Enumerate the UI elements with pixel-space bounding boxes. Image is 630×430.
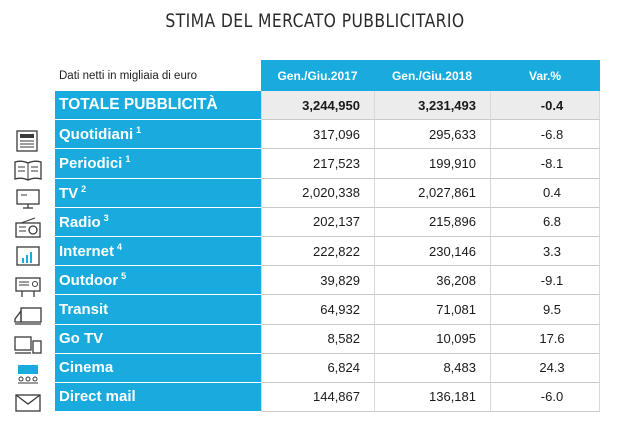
- total-row: TOTALE PUBBLICITÀ 3,244,950 3,231,493 -0…: [55, 91, 600, 121]
- media-name: Periodici: [59, 155, 123, 173]
- value-2017: 64,932: [261, 295, 374, 325]
- value-2017: 202,137: [261, 207, 374, 237]
- footnote-marker: 1: [136, 125, 142, 136]
- row-label: Radio 3: [55, 207, 261, 237]
- table-row: Direct mail 144,867 136,181 -6.0: [55, 382, 600, 413]
- value-2017: 144,867: [261, 382, 374, 413]
- tv-icon: [8, 184, 48, 213]
- magazine-icon: [8, 155, 48, 184]
- value-2018: 295,633: [374, 120, 490, 150]
- variation-percent: 6.8: [490, 207, 600, 237]
- column-header: Gen./Giu.2017: [261, 60, 374, 91]
- value-2018: 136,181: [374, 382, 490, 413]
- table-row: Radio 3 202,137 215,896 6.8: [55, 207, 600, 237]
- value-2018: 8,483: [374, 353, 490, 383]
- row-label: Direct mail: [55, 382, 261, 413]
- value-2018: 230,146: [374, 236, 490, 267]
- media-name: Radio: [59, 213, 101, 231]
- row-label: Transit: [55, 295, 261, 325]
- media-name: Direct mail: [59, 388, 136, 406]
- value-2018: 3,231,493: [374, 91, 490, 121]
- table-row: Periodici 1 217,523 199,910 -8.1: [55, 149, 600, 179]
- media-name: Internet: [59, 243, 115, 261]
- value-2017: 3,244,950: [261, 91, 374, 121]
- table-row: Quotidiani 1 317,096 295,633 -6.8: [55, 120, 600, 150]
- row-label: Outdoor 5: [55, 266, 261, 296]
- table-row: Transit 64,932 71,081 9.5: [55, 295, 600, 325]
- variation-percent: 24.3: [490, 353, 600, 383]
- row-label: TOTALE PUBBLICITÀ: [55, 91, 261, 121]
- value-2017: 6,824: [261, 353, 374, 383]
- internet-icon: [8, 243, 48, 272]
- billboard-icon: [8, 272, 48, 301]
- table-row: TV 2 2,020,338 2,027,861 0.4: [55, 178, 600, 208]
- variation-percent: -0.4: [490, 91, 600, 121]
- footnote-marker: 5: [121, 271, 127, 282]
- go-tv-icon: [8, 330, 48, 359]
- variation-percent: -6.8: [490, 120, 600, 150]
- row-label: TV 2: [55, 178, 261, 208]
- media-name: Cinema: [59, 359, 114, 377]
- table-row: Cinema 6,824 8,483 24.3: [55, 353, 600, 383]
- row-label: Internet 4: [55, 236, 261, 267]
- bus-icon: [8, 301, 48, 330]
- media-name: Outdoor: [59, 272, 119, 290]
- media-icons-column: [8, 126, 48, 418]
- column-header: Var.%: [490, 60, 600, 91]
- value-2017: 8,582: [261, 324, 374, 354]
- value-2018: 215,896: [374, 207, 490, 237]
- footnote-marker: 2: [81, 183, 87, 194]
- variation-percent: 9.5: [490, 295, 600, 325]
- row-label: Periodici 1: [55, 149, 261, 179]
- row-label: Quotidiani 1: [55, 120, 261, 150]
- value-2017: 217,523: [261, 149, 374, 179]
- row-label: Go TV: [55, 324, 261, 354]
- variation-percent: -8.1: [490, 149, 600, 179]
- value-2018: 36,208: [374, 266, 490, 296]
- units-note: Dati netti in migliaia di euro: [55, 60, 261, 91]
- table-header-row: Dati netti in migliaia di euro Gen./Giu.…: [55, 60, 600, 91]
- column-header: Gen./Giu.2018: [374, 60, 490, 91]
- variation-percent: 17.6: [490, 324, 600, 354]
- variation-percent: 0.4: [490, 178, 600, 208]
- media-name: TV: [59, 184, 79, 202]
- footnote-marker: 4: [117, 242, 123, 253]
- variation-percent: -9.1: [490, 266, 600, 296]
- media-name: Quotidiani: [59, 126, 134, 144]
- value-2018: 71,081: [374, 295, 490, 325]
- media-name: Transit: [59, 300, 109, 318]
- cinema-icon: [8, 360, 48, 389]
- variation-percent: 3.3: [490, 236, 600, 267]
- variation-percent: -6.0: [490, 382, 600, 413]
- media-name: Go TV: [59, 330, 104, 348]
- footnote-marker: 1: [125, 154, 131, 165]
- table-row: Internet 4 222,822 230,146 3.3: [55, 236, 600, 267]
- value-2017: 2,020,338: [261, 178, 374, 208]
- table-row: Outdoor 5 39,829 36,208 -9.1: [55, 266, 600, 296]
- table-row: Go TV 8,582 10,095 17.6: [55, 324, 600, 354]
- value-2017: 222,822: [261, 236, 374, 267]
- page-title: STIMA DEL MERCATO PUBBLICITARIO: [165, 10, 465, 32]
- advertising-market-table: Dati netti in migliaia di euro Gen./Giu.…: [55, 60, 600, 413]
- row-label: Cinema: [55, 353, 261, 383]
- footnote-marker: 3: [103, 212, 109, 223]
- value-2018: 10,095: [374, 324, 490, 354]
- value-2017: 317,096: [261, 120, 374, 150]
- envelope-icon: [8, 389, 48, 418]
- value-2018: 2,027,861: [374, 178, 490, 208]
- newspaper-icon: [8, 126, 48, 155]
- radio-icon: [8, 214, 48, 243]
- value-2018: 199,910: [374, 149, 490, 179]
- value-2017: 39,829: [261, 266, 374, 296]
